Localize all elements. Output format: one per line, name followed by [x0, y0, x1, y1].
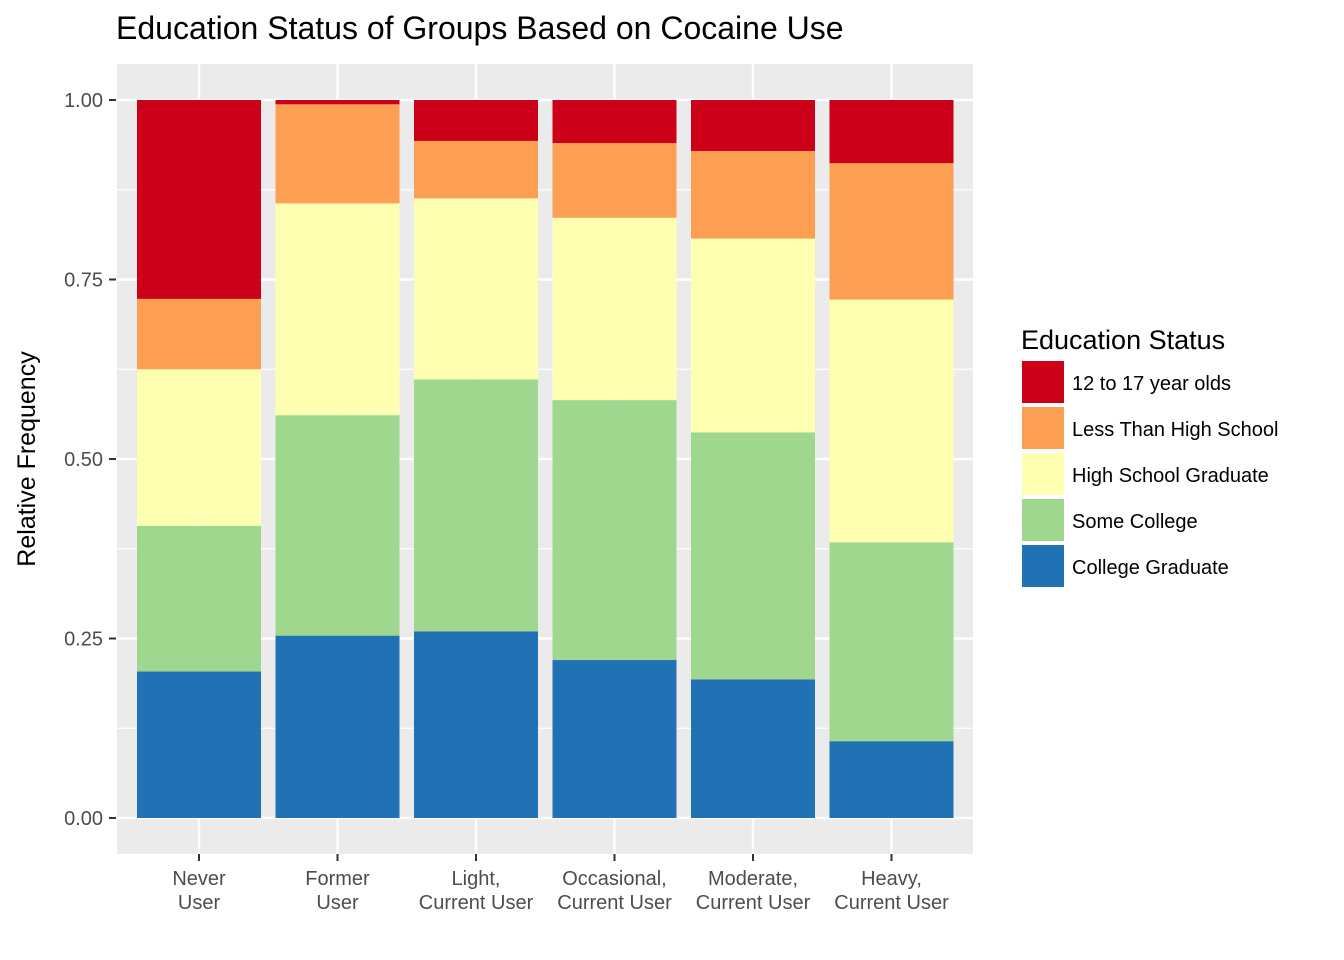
legend-swatch — [1022, 499, 1064, 541]
bar-segment — [275, 635, 400, 818]
legend-label: 12 to 17 year olds — [1072, 373, 1231, 395]
bar-segment — [275, 203, 400, 416]
bar-segment — [691, 238, 815, 433]
legend-swatch — [1022, 407, 1064, 449]
bar-segment — [552, 100, 677, 144]
x-tick-label: Never User — [172, 868, 226, 914]
legend-title: Education Status — [1021, 325, 1225, 355]
bar-segment — [414, 140, 538, 199]
bars — [137, 100, 954, 818]
bar-segment — [829, 299, 954, 543]
bar-segment — [552, 217, 677, 401]
bar-segment — [552, 143, 677, 218]
chart-title: Education Status of Groups Based on Coca… — [116, 10, 844, 46]
y-tick-label: 0.75 — [64, 270, 103, 292]
bar-segment — [275, 100, 400, 105]
y-tick-label: 0.25 — [64, 629, 103, 651]
bar-segment — [275, 415, 400, 636]
legend-swatch — [1022, 361, 1064, 403]
y-axis-label: Relative Frequency — [13, 351, 41, 567]
bar-segment — [414, 631, 538, 818]
bar-segment — [137, 671, 261, 818]
bar-segment — [691, 432, 815, 680]
legend-label: Some College — [1072, 511, 1198, 533]
bar-segment — [414, 100, 538, 141]
y-tick-label: 0.00 — [64, 808, 103, 830]
bar-segment — [414, 198, 538, 380]
x-tick-label: Heavy, Current User — [834, 868, 949, 914]
bar-segment — [691, 679, 815, 818]
bar-segment — [691, 150, 815, 239]
bar-segment — [829, 163, 954, 300]
x-tick-label: Moderate, Current User — [696, 868, 811, 914]
bar-segment — [275, 104, 400, 204]
legend-label: Less Than High School — [1072, 419, 1278, 441]
bar-segment — [137, 298, 261, 370]
legend-label: High School Graduate — [1072, 465, 1269, 487]
x-tick-label: Former User — [305, 868, 370, 914]
bar-segment — [552, 400, 677, 661]
bar-segment — [552, 660, 677, 818]
bar-segment — [137, 525, 261, 672]
x-tick-label: Occasional, Current User — [557, 868, 672, 914]
legend-label: College Graduate — [1072, 557, 1229, 579]
y-tick-label: 1.00 — [64, 90, 103, 112]
bar-segment — [829, 100, 954, 164]
bar-segment — [137, 369, 261, 526]
bar-segment — [691, 100, 815, 151]
bar-segment — [829, 542, 954, 742]
bar-segment — [829, 741, 954, 818]
bar-segment — [137, 100, 261, 299]
legend: Education Status 12 to 17 year olds Less … — [1021, 325, 1278, 587]
x-tick-label: Light, Current User — [419, 868, 534, 914]
x-axis: Never User Former User Light, Current User Occ… — [172, 854, 949, 914]
y-tick-label: 0.50 — [64, 449, 103, 471]
y-axis: 0.00 0.25 0.50 0.75 1.00 — [64, 90, 116, 830]
bar-segment — [414, 379, 538, 632]
legend-swatch — [1022, 453, 1064, 495]
legend-swatch — [1022, 545, 1064, 587]
